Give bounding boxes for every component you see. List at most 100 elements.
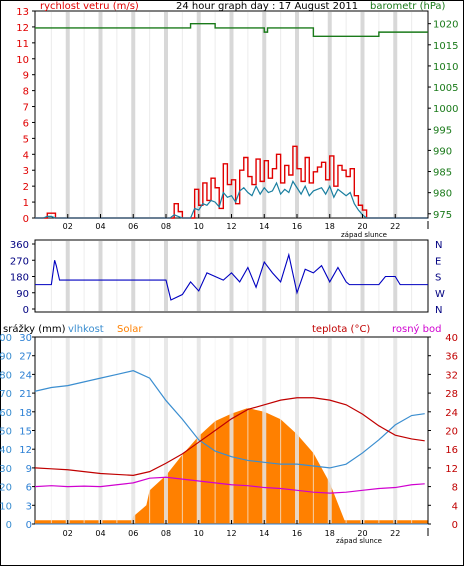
wind-speed-tick-label: 12 (16, 23, 29, 34)
climate-panel-grid (50, 338, 413, 523)
x-tick-label: 14 (259, 222, 269, 231)
x-tick-label: 20 (357, 529, 367, 538)
x-tick-label: 18 (325, 222, 335, 231)
temperature-tick-label: 12 (445, 464, 458, 475)
wind-speed-tick-label: 11 (16, 39, 29, 50)
x-tick-label: 06 (128, 529, 138, 538)
direction-degree-label: 360 (10, 240, 29, 251)
wind-speed-tick-label: 7 (23, 103, 29, 114)
sunset-annotation-top: západ slunce (341, 231, 387, 239)
rain-tick-label: 21 (19, 389, 32, 400)
x-tick-label: 12 (226, 529, 236, 538)
pressure-tick-label: 985 (433, 168, 452, 179)
wind-direction-line (35, 252, 428, 301)
solar-axis-label: Solar (117, 324, 143, 335)
dewpoint-line (34, 476, 425, 494)
x-tick-label: 08 (161, 222, 171, 231)
temperature-tick-label: 16 (445, 445, 458, 456)
rain-tick-label: 6 (26, 483, 32, 494)
humidity-line (34, 370, 425, 469)
rain-tick-label: 12 (19, 445, 32, 456)
x-tick-label: 02 (63, 222, 73, 231)
humidity-tick-label: 100 (0, 333, 12, 344)
compass-label: S (435, 273, 441, 284)
temperature-tick-label: 36 (445, 352, 458, 363)
temperature-tick-label: 20 (445, 427, 458, 438)
climate-panel-axes: 0010320630940125015601870218024902710030… (0, 333, 458, 538)
x-tick-label: 08 (161, 529, 171, 538)
chart-title: 24 hour graph day : 17 August 2011 (176, 1, 358, 12)
x-tick-label: 18 (325, 529, 335, 538)
wind-speed-tick-label: 13 (16, 7, 29, 18)
x-tick-label: 16 (292, 529, 302, 538)
direction-panel-axes: 0 N 90 W 180 S 270 E 360 N (10, 240, 445, 316)
direction-panel-grid (50, 241, 413, 311)
direction-degree-label: 180 (10, 273, 29, 284)
humidity-tick-label: 90 (0, 352, 12, 363)
wind-speed-tick-label: 6 (23, 118, 29, 129)
x-tick-label: 04 (95, 222, 105, 231)
wind-panel-grid (50, 12, 413, 217)
wind-speed-tick-label: 8 (23, 87, 29, 98)
compass-label: W (435, 289, 445, 300)
x-tick-label: 02 (63, 529, 73, 538)
x-tick-label: 06 (128, 222, 138, 231)
temperature-tick-label: 24 (445, 408, 458, 419)
direction-degree-label: 270 (10, 256, 29, 267)
direction-degree-label: 0 (23, 305, 29, 316)
compass-label: N (435, 240, 442, 251)
humidity-tick-label: 20 (0, 483, 12, 494)
temperature-line (34, 397, 425, 476)
temperature-tick-label: 28 (445, 389, 458, 400)
temperature-tick-label: 4 (452, 501, 458, 512)
wind-speed-tick-label: 2 (23, 182, 29, 193)
pressure-tick-label: 1020 (433, 20, 458, 31)
temperature-axis-label: teplota (°C) (312, 324, 370, 335)
wind-speed-tick-label: 0 (23, 214, 29, 225)
pressure-tick-label: 1000 (433, 104, 458, 115)
x-tick-label: 14 (259, 529, 269, 538)
wind-panel-axes: 0123456789101112139759809859909951000100… (16, 7, 458, 231)
x-tick-label: 22 (390, 222, 400, 231)
humidity-tick-label: 60 (0, 408, 12, 419)
pressure-axis-label: barometr (hPa) (370, 1, 446, 12)
wind-speed-tick-label: 1 (23, 198, 29, 209)
wind-speed-tick-label: 5 (23, 134, 29, 145)
rain-tick-label: 15 (19, 427, 32, 438)
compass-label: N (435, 305, 442, 316)
pressure-tick-label: 1015 (433, 41, 458, 52)
rain-tick-label: 18 (19, 408, 32, 419)
wind-speed-tick-label: 3 (23, 166, 29, 177)
rain-tick-label: 30 (19, 333, 32, 344)
temperature-tick-label: 0 (452, 520, 458, 531)
temperature-tick-label: 8 (452, 483, 458, 494)
humidity-tick-label: 80 (0, 370, 12, 381)
wind-speed-tick-label: 4 (23, 150, 29, 161)
sunset-annotation-bottom: západ slunce (336, 537, 382, 545)
x-tick-label: 22 (390, 529, 400, 538)
pressure-tick-label: 980 (433, 189, 452, 200)
rain-tick-label: 9 (26, 464, 32, 475)
pressure-tick-label: 995 (433, 125, 452, 136)
temperature-tick-label: 40 (445, 333, 458, 344)
x-tick-label: 12 (226, 222, 236, 231)
x-tick-label: 20 (357, 222, 367, 231)
pressure-tick-label: 1005 (433, 83, 458, 94)
humidity-tick-label: 40 (0, 445, 12, 456)
x-tick-label: 16 (292, 222, 302, 231)
pressure-tick-label: 975 (433, 210, 452, 221)
wind-speed-axis-label: rychlost vetru (m/s) (40, 1, 139, 12)
humidity-tick-label: 30 (0, 464, 12, 475)
wind-speed-tick-label: 9 (23, 71, 29, 82)
rain-tick-label: 24 (19, 370, 32, 381)
humidity-tick-label: 0 (6, 520, 12, 531)
rain-axis-label: srážky (mm) (3, 323, 66, 335)
pressure-tick-label: 1010 (433, 62, 458, 73)
dewpoint-axis-label: rosný bod (392, 323, 441, 335)
humidity-tick-label: 70 (0, 389, 12, 400)
x-tick-label: 10 (194, 222, 204, 231)
x-tick-label: 10 (194, 529, 204, 538)
rain-tick-label: 0 (26, 520, 32, 531)
humidity-tick-label: 10 (0, 501, 12, 512)
